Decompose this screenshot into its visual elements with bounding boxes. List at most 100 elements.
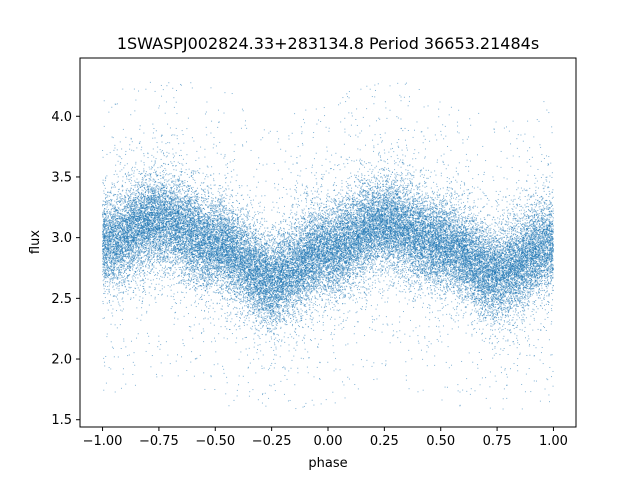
data-point [242,306,244,308]
data-point [372,230,374,232]
data-point [455,243,457,245]
data-point [139,193,141,195]
data-point [449,194,451,196]
data-point [414,149,416,151]
data-point [191,174,193,176]
data-point [265,321,267,323]
data-point [315,239,317,241]
data-point [200,199,202,201]
data-point [477,232,479,234]
data-point [239,328,241,330]
data-point [257,249,259,251]
data-point [525,255,527,257]
data-point [132,244,134,246]
data-point [410,263,412,265]
data-point [173,298,175,300]
data-point [320,202,322,204]
data-point [529,215,531,217]
data-point [224,326,226,328]
data-point [134,195,136,196]
data-point [184,236,186,238]
data-point [104,285,106,287]
data-point [285,296,287,298]
data-point [256,311,258,313]
data-point [271,240,273,242]
data-point [109,200,111,202]
data-point [218,269,220,271]
data-point [285,248,287,250]
data-point [332,345,334,347]
data-point [533,211,535,213]
data-point [517,281,519,283]
data-point [549,250,551,252]
data-point [390,262,392,264]
data-point [250,270,252,272]
data-point [220,255,222,257]
data-point [256,328,258,330]
data-point [247,279,249,281]
data-point [250,199,252,201]
data-point [249,225,251,227]
data-point [472,238,474,240]
data-point [513,363,515,365]
data-point [295,299,297,301]
data-point [505,302,507,304]
data-point [361,241,363,243]
data-point [113,229,115,231]
data-point [432,278,434,280]
data-point [268,240,270,242]
data-point [213,173,215,175]
data-point [526,180,528,182]
data-point [189,185,191,187]
data-point [294,253,295,255]
data-point [427,242,429,244]
data-point [235,228,237,230]
data-point [412,256,414,258]
data-point [513,291,515,293]
data-point [348,292,350,294]
data-point [223,274,225,276]
data-point [493,318,495,320]
data-point [113,226,115,228]
data-point [434,257,436,259]
data-point [383,241,385,243]
data-point [167,191,169,193]
data-point [149,168,151,170]
data-point [396,212,398,214]
data-point [369,125,371,127]
data-point [488,240,490,242]
data-point [122,245,124,247]
data-point [456,246,458,248]
data-point [143,176,145,178]
data-point [139,284,141,286]
data-point [103,271,105,273]
data-point [327,229,329,231]
data-point [205,223,207,225]
data-point [462,216,464,218]
data-point [172,234,174,236]
data-point [552,269,554,271]
data-point [395,176,397,178]
data-point [311,200,313,202]
data-point [171,134,173,136]
data-point [156,196,158,198]
data-point [435,280,437,282]
data-point [140,251,142,253]
data-point [124,280,126,282]
data-point [111,187,113,189]
data-point [296,226,298,228]
data-point [525,278,527,280]
data-point [436,198,438,200]
data-point [445,361,447,363]
data-point [395,275,397,277]
data-point [487,275,489,277]
data-point [508,245,510,247]
data-point [280,380,282,382]
data-point [141,279,143,281]
data-point [533,232,535,234]
data-point [323,229,325,231]
data-point [506,248,508,250]
data-point [302,276,304,278]
data-point [303,191,305,193]
data-point [352,198,354,199]
